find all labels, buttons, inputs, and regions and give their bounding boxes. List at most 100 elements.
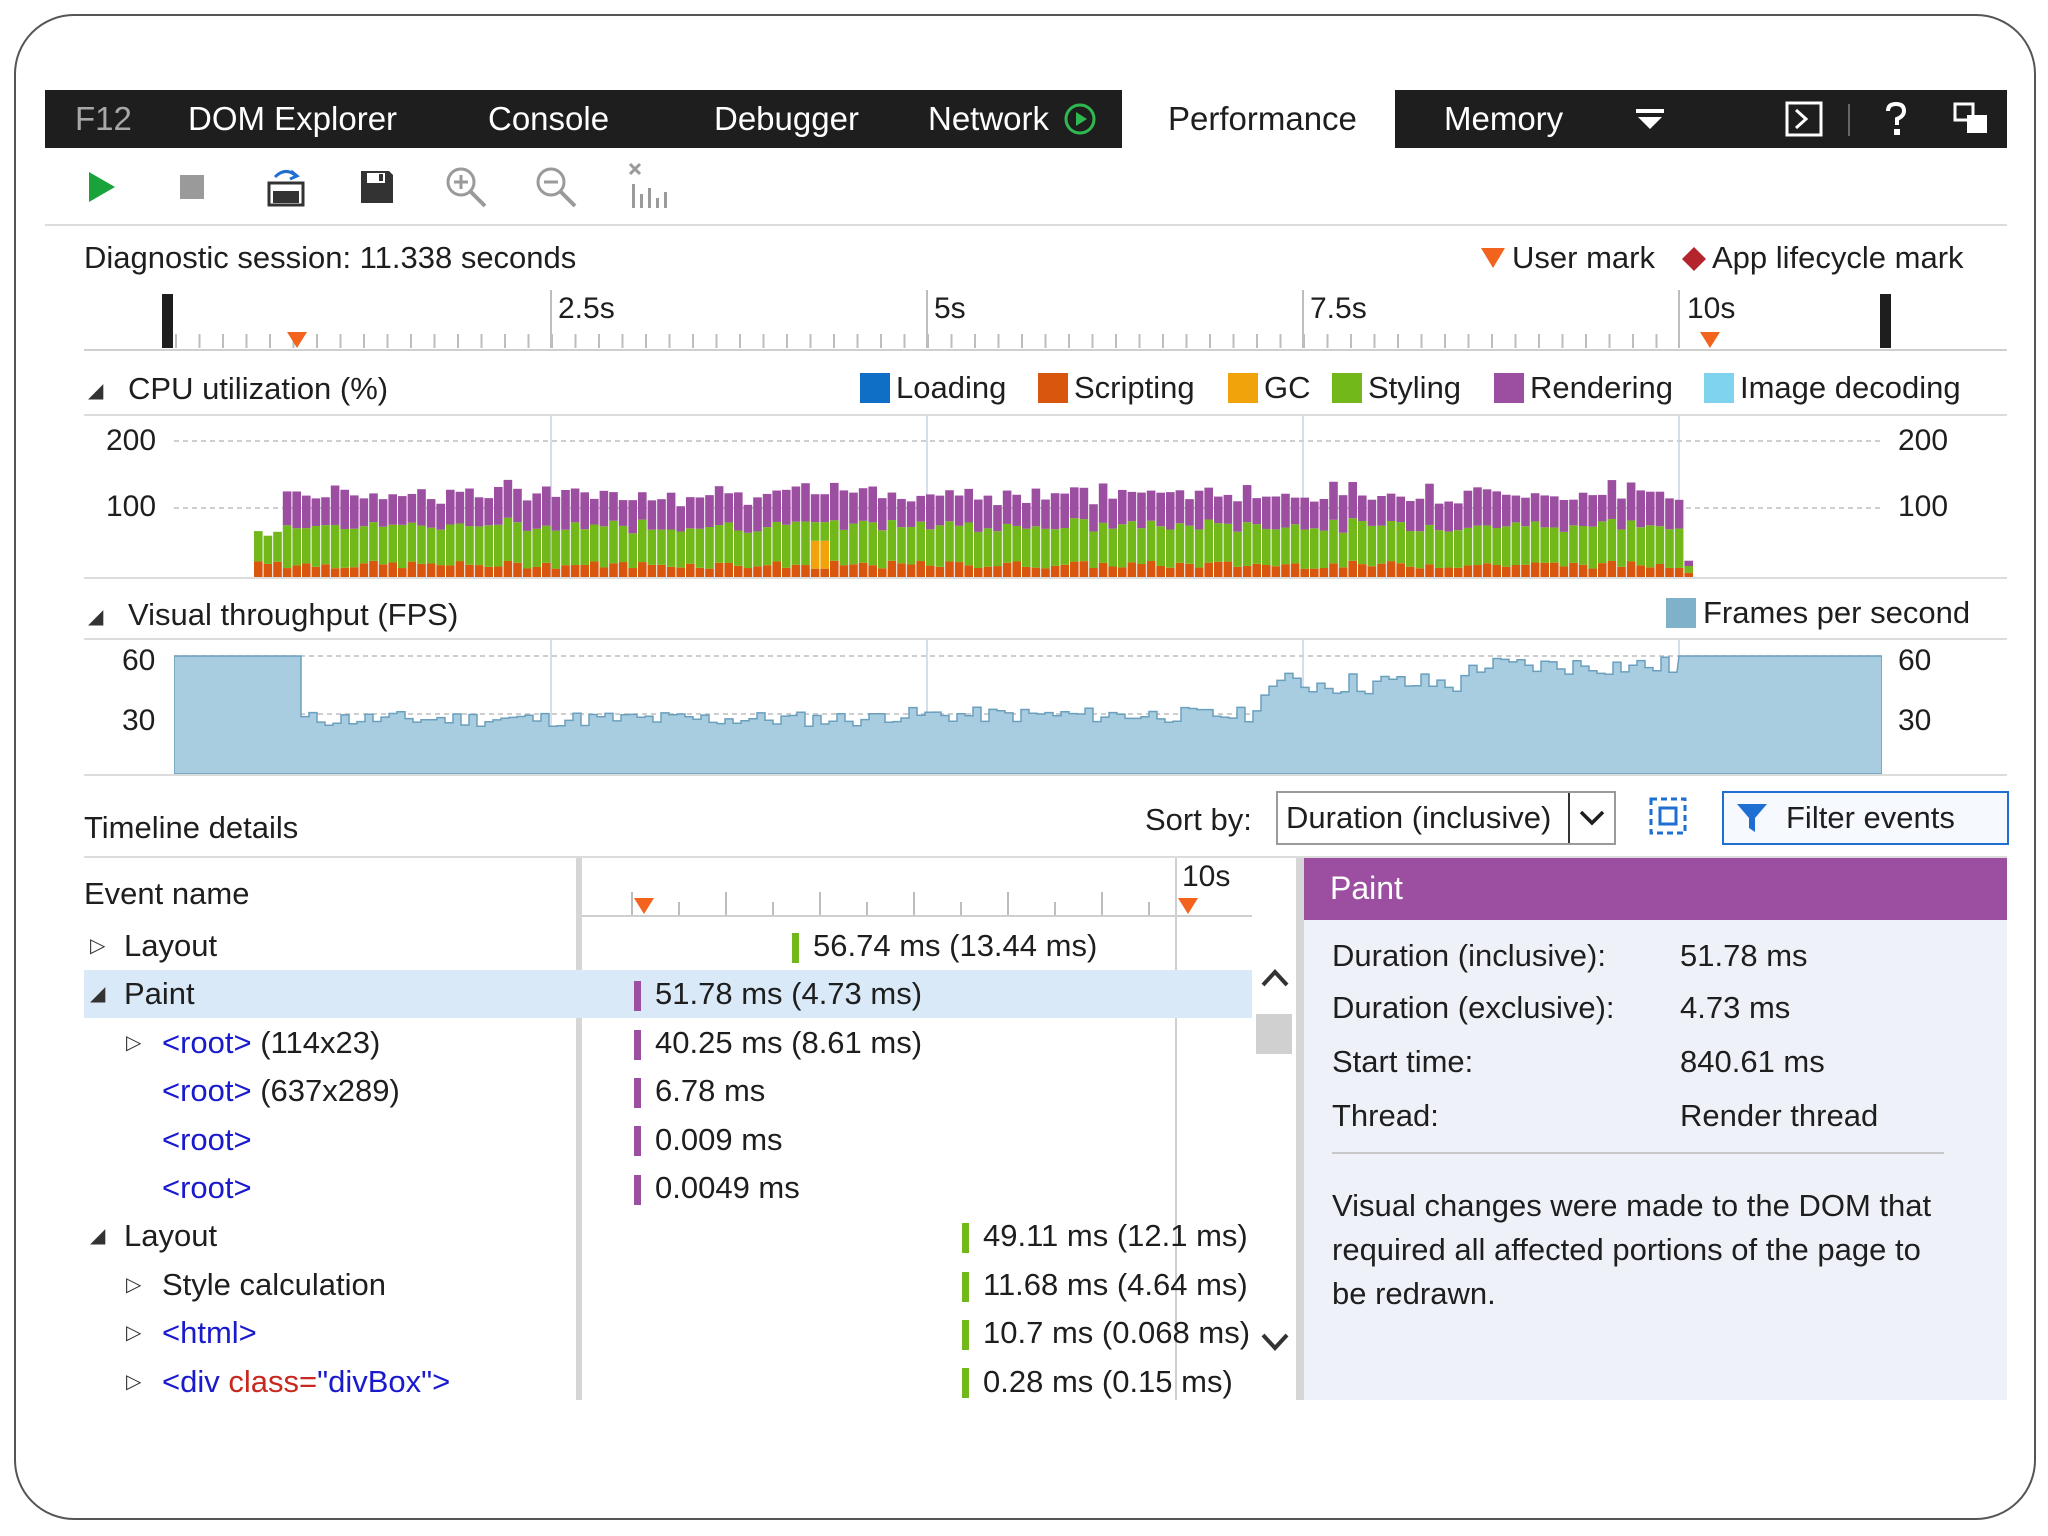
import-session-icon[interactable] bbox=[262, 162, 312, 212]
event-duration[interactable]: 10.7 ms (0.068 ms) bbox=[962, 1309, 1250, 1357]
cpu-bar-segment bbox=[1396, 563, 1405, 578]
expand-arrow-icon[interactable]: ▷ bbox=[90, 935, 106, 957]
expand-arrow-icon[interactable]: ▷ bbox=[126, 1273, 142, 1296]
help-icon[interactable] bbox=[1876, 90, 1916, 148]
cpu-bar-segment bbox=[350, 528, 359, 568]
event-duration[interactable]: 6.78 ms bbox=[634, 1067, 765, 1115]
tab-memory[interactable]: Memory bbox=[1444, 100, 1564, 137]
fps-y-label-30-right: 30 bbox=[1898, 704, 1932, 737]
cpu-collapse-icon[interactable]: ◢ bbox=[88, 380, 104, 402]
event-row[interactable]: ▷ <root> (114x23) bbox=[84, 1019, 576, 1067]
event-name-header[interactable]: Event name bbox=[84, 876, 250, 911]
fps-collapse-icon[interactable]: ◢ bbox=[88, 606, 104, 628]
cpu-bar-segment bbox=[1338, 532, 1348, 568]
tab-bar-left bbox=[45, 90, 1122, 148]
event-duration[interactable]: 0.28 ms (0.15 ms) bbox=[962, 1358, 1233, 1406]
chevron-down-icon[interactable] bbox=[1568, 793, 1614, 843]
cpu-bar-segment bbox=[1636, 565, 1645, 578]
cpu-bar-segment bbox=[542, 525, 551, 563]
event-row[interactable]: ▷ <html> bbox=[84, 1309, 576, 1357]
column-splitter[interactable] bbox=[576, 858, 582, 1400]
expanded-arrow-icon[interactable]: ◢ bbox=[90, 983, 106, 1006]
tab-console[interactable]: Console bbox=[488, 100, 610, 137]
filter-events-button[interactable]: Filter events bbox=[1722, 791, 2009, 845]
event-row[interactable]: <root> bbox=[84, 1116, 576, 1164]
cpu-bar-segment bbox=[1550, 496, 1559, 528]
cpu-bar-segment bbox=[762, 565, 772, 578]
cpu-bar-segment bbox=[513, 522, 522, 563]
event-duration[interactable]: 56.74 ms (13.44 ms) bbox=[792, 922, 1097, 970]
cpu-utilization-chart[interactable] bbox=[174, 416, 1882, 578]
event-duration[interactable]: 51.78 ms (4.73 ms) bbox=[634, 970, 922, 1018]
cpu-bar-segment bbox=[974, 568, 983, 578]
zoom-in-icon[interactable] bbox=[441, 162, 491, 212]
event-row[interactable]: ◢ Paint bbox=[84, 970, 576, 1018]
save-session-icon[interactable] bbox=[352, 162, 402, 212]
event-row[interactable]: <root> (637x289) bbox=[84, 1067, 576, 1115]
fps-chart[interactable] bbox=[174, 640, 1882, 775]
cpu-bar-segment bbox=[1137, 492, 1146, 529]
cpu-bar-segment bbox=[782, 524, 791, 568]
cpu-bar-segment bbox=[273, 531, 282, 562]
event-row[interactable]: ◢ Layout bbox=[84, 1212, 576, 1260]
cpu-bar-segment bbox=[1079, 487, 1089, 520]
expand-arrow-icon[interactable]: ▷ bbox=[126, 1322, 142, 1345]
scrollbar-thumb[interactable] bbox=[1256, 1014, 1292, 1054]
panel-splitter[interactable] bbox=[1296, 858, 1304, 1400]
cpu-bar-segment bbox=[676, 567, 685, 578]
console-toggle-icon[interactable] bbox=[1782, 90, 1826, 148]
cpu-bar-segment bbox=[398, 568, 407, 578]
event-row[interactable]: <root> bbox=[84, 1164, 576, 1212]
scroll-down-icon[interactable] bbox=[1260, 1332, 1290, 1357]
time-ruler[interactable] bbox=[84, 290, 2007, 352]
cpu-bar-segment bbox=[503, 517, 513, 561]
event-row[interactable]: ▷ Style calculation bbox=[84, 1261, 576, 1309]
tab-performance[interactable]: Performance bbox=[1168, 100, 1357, 137]
cpu-bar-segment bbox=[1002, 490, 1012, 524]
details-scrollbar[interactable] bbox=[1252, 920, 1296, 1400]
expand-arrow-icon[interactable]: ▷ bbox=[126, 1370, 142, 1393]
undock-icon[interactable] bbox=[1950, 90, 1994, 148]
cpu-bar-segment bbox=[1031, 526, 1041, 568]
more-tabs-dropdown-icon[interactable] bbox=[1630, 90, 1670, 148]
zoom-out-icon[interactable] bbox=[531, 162, 581, 212]
cpu-bar-segment bbox=[1175, 490, 1185, 524]
event-row[interactable]: ▷ <div class="divBox"> bbox=[84, 1358, 576, 1406]
cpu-bar-segment bbox=[858, 488, 868, 521]
cpu-bar-segment bbox=[1214, 496, 1223, 524]
details-timeline-ruler[interactable] bbox=[582, 858, 1252, 918]
cpu-bar-segment bbox=[1319, 498, 1329, 531]
event-duration[interactable]: 49.11 ms (12.1 ms) bbox=[962, 1212, 1248, 1260]
cpu-bar-segment bbox=[1444, 501, 1453, 532]
cpu-bar-segment bbox=[801, 483, 810, 522]
event-duration[interactable]: 11.68 ms (4.64 ms) bbox=[962, 1261, 1248, 1309]
cpu-bar-segment bbox=[1588, 495, 1597, 527]
event-row[interactable]: ▷ Layout bbox=[84, 922, 576, 970]
stop-profiling-icon[interactable] bbox=[167, 162, 217, 212]
event-duration[interactable]: 0.009 ms bbox=[634, 1116, 783, 1164]
expand-arrow-icon[interactable]: ▷ bbox=[126, 1031, 142, 1054]
event-duration[interactable]: 40.25 ms (8.61 ms) bbox=[634, 1019, 922, 1067]
collapse-all-icon[interactable] bbox=[1646, 794, 1690, 838]
cpu-bar-segment bbox=[369, 522, 378, 561]
cpu-bar-segment bbox=[1108, 566, 1117, 578]
clear-selection-icon[interactable] bbox=[624, 162, 674, 212]
cpu-bar-segment bbox=[906, 501, 916, 527]
cpu-bar-segment bbox=[1434, 503, 1444, 531]
cpu-bar-segment bbox=[1031, 567, 1041, 578]
cpu-bar-segment bbox=[1118, 489, 1127, 525]
sort-by-select[interactable]: Duration (inclusive) bbox=[1276, 791, 1616, 845]
start-profiling-icon[interactable] bbox=[76, 162, 126, 212]
tab-f12[interactable]: F12 bbox=[75, 100, 132, 137]
scroll-up-icon[interactable] bbox=[1260, 968, 1290, 993]
cpu-bar-segment bbox=[302, 495, 311, 529]
tab-network[interactable]: Network bbox=[928, 100, 1050, 137]
tab-debugger[interactable]: Debugger bbox=[714, 100, 859, 137]
cpu-bar-segment bbox=[926, 529, 935, 566]
cpu-bar-segment bbox=[1665, 567, 1674, 578]
cpu-bar-segment bbox=[1540, 495, 1549, 528]
expanded-arrow-icon[interactable]: ◢ bbox=[90, 1225, 106, 1248]
event-duration[interactable]: 0.0049 ms bbox=[634, 1164, 800, 1212]
cpu-bar-segment bbox=[1367, 566, 1377, 578]
tab-dom-explorer[interactable]: DOM Explorer bbox=[188, 100, 398, 137]
